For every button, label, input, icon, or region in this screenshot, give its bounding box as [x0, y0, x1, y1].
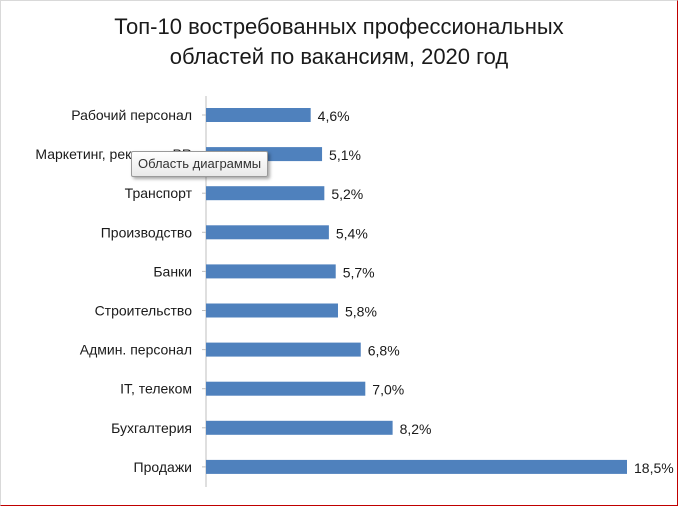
chart-title: Топ-10 востребованных профессиональных о…	[0, 12, 678, 72]
bar[interactable]	[206, 264, 336, 279]
bar[interactable]	[206, 342, 361, 357]
category-label: Админ. персонал	[80, 342, 192, 358]
bar[interactable]	[206, 186, 325, 201]
category-label: Продажи	[134, 459, 192, 475]
category-label: Производство	[101, 224, 192, 240]
data-label: 5,1%	[329, 147, 361, 163]
category-label: Транспорт	[125, 185, 193, 201]
category-label: Бухгалтерия	[111, 420, 192, 436]
data-label: 8,2%	[400, 421, 432, 437]
chart-title-line-2: областей по вакансиям, 2020 год	[169, 44, 509, 69]
bar[interactable]	[206, 225, 329, 240]
category-label: Банки	[153, 263, 192, 279]
data-label: 4,6%	[318, 108, 350, 124]
bar[interactable]	[206, 303, 338, 318]
chart-area-tooltip: Область диаграммы	[131, 151, 269, 177]
data-label: 7,0%	[372, 382, 404, 398]
category-label: IT, телеком	[120, 381, 192, 397]
data-label: 5,7%	[343, 264, 375, 280]
bar[interactable]	[206, 381, 366, 396]
bar[interactable]	[206, 459, 627, 474]
bar[interactable]	[206, 108, 311, 122]
data-label: 5,2%	[331, 186, 363, 202]
data-label: 6,8%	[368, 343, 400, 359]
category-label: Строительство	[95, 303, 193, 319]
data-label: 18,5%	[634, 460, 674, 476]
bar[interactable]	[206, 420, 393, 435]
category-label: Рабочий персонал	[71, 107, 192, 123]
data-label: 5,4%	[336, 225, 368, 241]
chart-title-line-1: Топ-10 востребованных профессиональных	[114, 14, 564, 39]
data-label: 5,8%	[345, 304, 377, 320]
